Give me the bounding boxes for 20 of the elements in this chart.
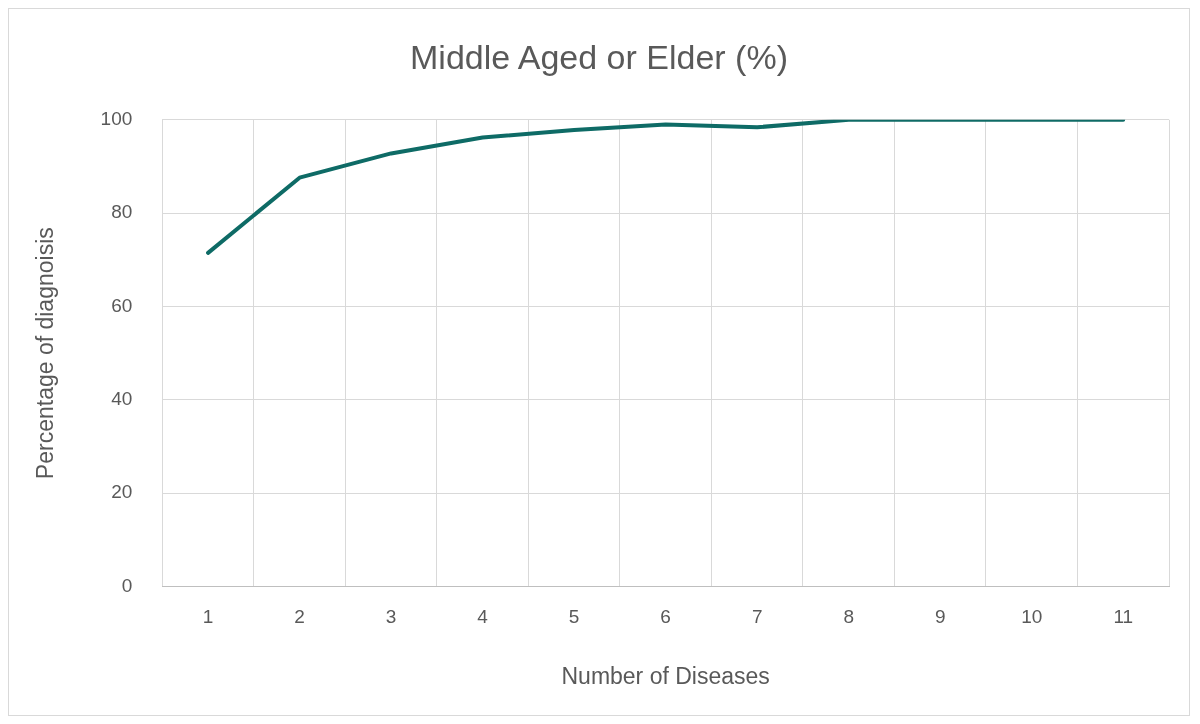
y-tick-label: 40 — [111, 388, 133, 410]
x-tick-label: 1 — [202, 606, 214, 628]
x-tick-label: 10 — [1021, 606, 1043, 628]
x-tick-label: 3 — [385, 606, 397, 628]
chart-title: Middle Aged or Elder (%) — [410, 37, 788, 76]
x-tick-label: 8 — [843, 606, 854, 628]
x-tick-label: 7 — [751, 606, 763, 628]
y-tick-label: 0 — [121, 574, 133, 596]
x-tick-label: 6 — [660, 606, 671, 628]
y-tick-label: 100 — [100, 108, 133, 130]
x-axis-title: Number of Diseases — [561, 662, 770, 689]
y-tick-label: 60 — [111, 294, 133, 316]
y-tick-label: 20 — [111, 481, 133, 503]
x-tick-label: 9 — [934, 606, 946, 628]
y-axis-title: Percentage of diagnoisis — [32, 227, 59, 480]
x-tick-label: 11 — [1113, 606, 1134, 628]
x-tick-label: 4 — [477, 606, 489, 628]
x-tick-label: 5 — [568, 606, 580, 628]
y-tick-label: 80 — [111, 201, 133, 223]
x-tick-label: 2 — [294, 606, 305, 628]
